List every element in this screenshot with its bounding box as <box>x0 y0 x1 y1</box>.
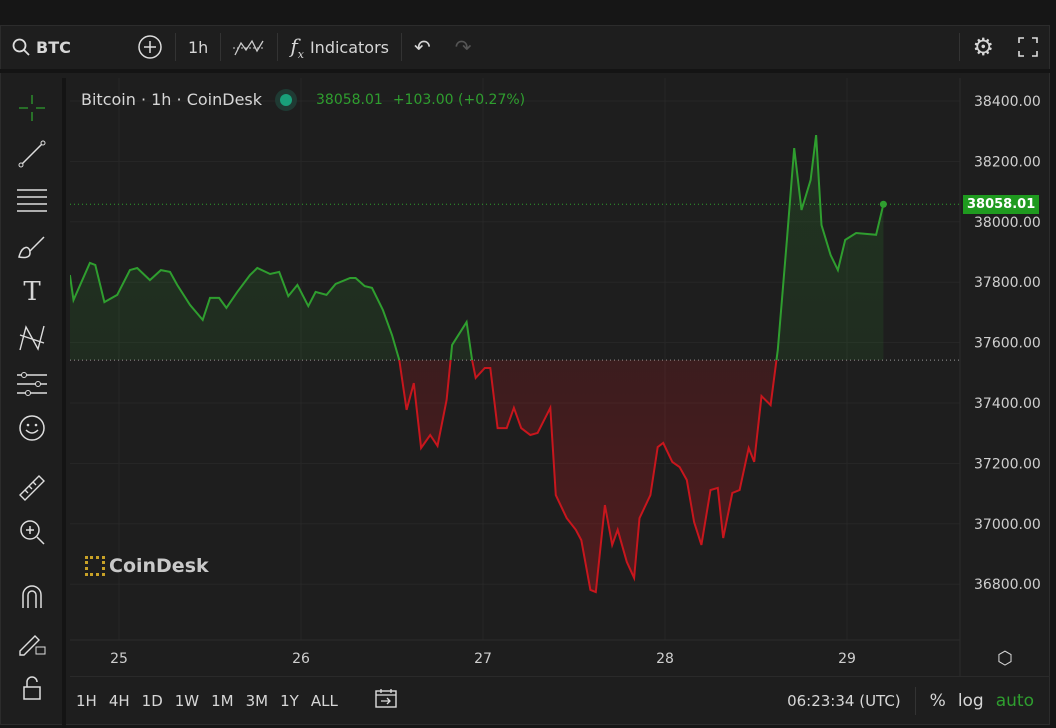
range-1w[interactable]: 1W <box>169 692 205 710</box>
coindesk-logo-icon <box>85 556 105 576</box>
range-all[interactable]: ALL <box>305 692 344 710</box>
y-tick-label: 37800.00 <box>974 275 1041 291</box>
range-1m[interactable]: 1M <box>205 692 240 710</box>
range-1d[interactable]: 1D <box>136 692 169 710</box>
range-4h[interactable]: 4H <box>103 692 136 710</box>
chart-legend: Bitcoin · 1h · CoinDesk 38058.01 +103.00… <box>81 90 525 109</box>
range-1h[interactable]: 1H <box>70 692 103 710</box>
market-status-dot[interactable] <box>280 94 292 106</box>
log-toggle[interactable]: log <box>952 691 990 711</box>
axis-settings-button[interactable]: ⬡ <box>997 648 1013 669</box>
auto-toggle[interactable]: auto <box>990 691 1040 711</box>
y-tick-label: 38000.00 <box>974 215 1041 231</box>
calendar-arrow-icon <box>374 687 398 709</box>
x-tick-label: 26 <box>292 651 310 667</box>
percent-toggle[interactable]: % <box>924 691 952 711</box>
x-tick-label: 28 <box>656 651 674 667</box>
y-tick-label: 37400.00 <box>974 396 1041 412</box>
last-price-tag: 38058.01 <box>963 195 1039 214</box>
y-tick-label: 37200.00 <box>974 456 1041 472</box>
settings-hex-icon: ⬡ <box>997 648 1013 669</box>
y-tick-label: 37000.00 <box>974 517 1041 533</box>
coindesk-watermark: CoinDesk <box>85 555 209 577</box>
y-tick-label: 37600.00 <box>974 336 1041 352</box>
goto-date-button[interactable] <box>374 687 398 714</box>
last-price-dot <box>880 201 887 208</box>
legend-price: 38058.01 <box>316 92 383 108</box>
divider <box>915 687 916 715</box>
legend-title: Bitcoin · 1h · CoinDesk <box>81 90 262 109</box>
y-tick-label: 38200.00 <box>974 154 1041 170</box>
range-3m[interactable]: 3M <box>240 692 275 710</box>
range-1y[interactable]: 1Y <box>274 692 305 710</box>
x-tick-label: 27 <box>474 651 492 667</box>
y-tick-label: 38400.00 <box>974 94 1041 110</box>
y-tick-label: 36800.00 <box>974 577 1041 593</box>
legend-change: +103.00 (+0.27%) <box>393 92 525 108</box>
utc-clock[interactable]: 06:23:34 (UTC) <box>781 692 907 710</box>
x-tick-label: 25 <box>110 651 128 667</box>
watermark-text: CoinDesk <box>109 555 209 577</box>
x-tick-label: 29 <box>838 651 856 667</box>
